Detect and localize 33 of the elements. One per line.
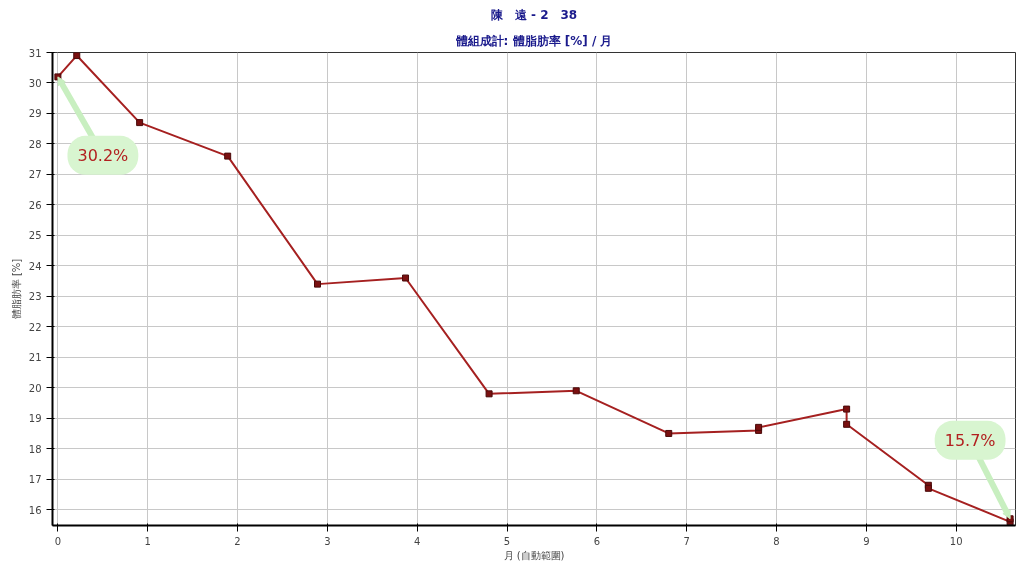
y-tick-label: 18 xyxy=(28,443,42,455)
x-tick-label: 8 xyxy=(773,535,780,547)
y-tick-label: 17 xyxy=(28,474,42,486)
x-tick-label: 10 xyxy=(949,535,963,547)
x-axis-title: 月 (自動範圍) xyxy=(503,549,565,561)
y-tick-label: 24 xyxy=(28,260,42,272)
x-tick-label: 0 xyxy=(54,535,62,547)
y-axis-title: 體脂肪率 [%] xyxy=(10,258,22,320)
y-tick-label: 21 xyxy=(28,352,42,364)
y-tick-label: 30 xyxy=(28,77,42,89)
x-tick-label: 1 xyxy=(144,535,151,547)
x-tick-label: 3 xyxy=(324,535,331,547)
x-tick-label: 9 xyxy=(863,535,870,547)
chart-subtitle: 體組成計: 體脂肪率 [%] / 月 xyxy=(455,33,613,48)
y-tick-label: 28 xyxy=(28,138,42,150)
y-tick-label: 31 xyxy=(28,47,42,59)
y-tick-label: 19 xyxy=(28,413,42,425)
annotation: 30.2% xyxy=(77,145,129,165)
y-tick-label: 23 xyxy=(28,291,42,303)
y-tick-label: 16 xyxy=(28,504,42,516)
y-tick-label: 29 xyxy=(28,108,42,120)
y-tick-label: 22 xyxy=(28,321,42,333)
y-tick-label: 25 xyxy=(28,230,42,242)
y-tick-label: 26 xyxy=(28,199,42,211)
x-tick-label: 2 xyxy=(234,535,241,547)
y-tick-label: 27 xyxy=(28,169,42,181)
y-tick-label: 20 xyxy=(28,382,42,394)
x-tick-label: 5 xyxy=(503,535,511,547)
x-tick-label: 4 xyxy=(414,535,421,547)
x-tick-label: 7 xyxy=(683,535,690,547)
chart-title: 陳 遠 - 2 38 xyxy=(490,7,578,22)
x-tick-label: 6 xyxy=(593,535,601,547)
annotation: 15.7% xyxy=(944,430,996,450)
